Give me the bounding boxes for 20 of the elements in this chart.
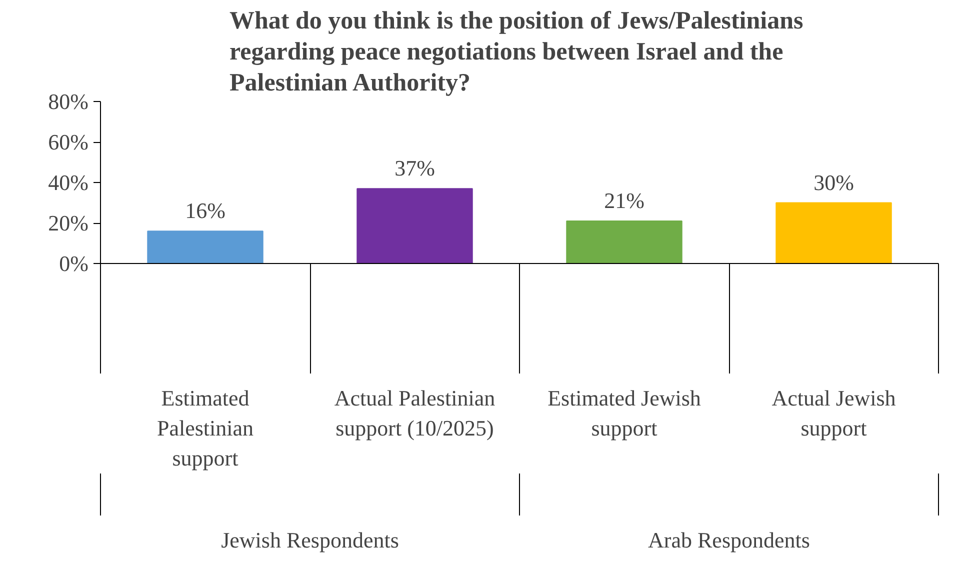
- y-tick-label: 60%: [48, 130, 88, 154]
- y-tick-label: 80%: [48, 89, 88, 114]
- x-tick-label: Estimated Palestinian support: [156, 386, 254, 470]
- data-label: 30%: [814, 170, 854, 195]
- bar: [566, 220, 682, 264]
- x-tick-label: Actual Palestinian support (10/2025): [334, 386, 496, 440]
- data-label: 37%: [394, 156, 435, 181]
- y-tick-label: 20%: [48, 210, 88, 236]
- x-tick-label: Actual Jewish support: [772, 386, 896, 440]
- bar: [147, 230, 264, 264]
- chart-title: What do you think is the position of Jews/Palestinians regarding peace negotiations between Israel and the Palestinian Authority?: [230, 7, 804, 96]
- data-label: 16%: [185, 198, 226, 224]
- x-tick-label: Estimated Jewish support: [548, 386, 701, 440]
- text: Jewish Respondents: [221, 528, 399, 552]
- data-label: 21%: [604, 188, 644, 213]
- text: Arab Respondents: [648, 528, 810, 552]
- bar: [356, 188, 473, 264]
- y-tick-label: 0%: [59, 251, 88, 276]
- bar: [776, 202, 892, 264]
- y-tick-label: 40%: [48, 170, 88, 195]
